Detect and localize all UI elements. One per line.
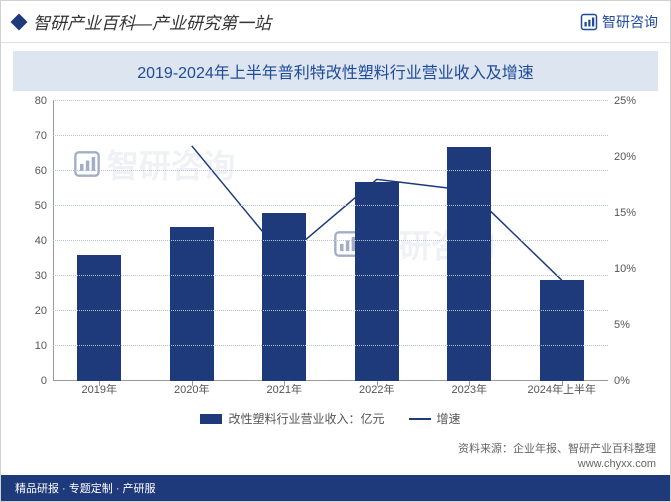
bar-slot [238, 101, 331, 381]
grid-line [53, 275, 608, 276]
chart-title: 2019-2024年上半年普利特改性塑料行业营业收入及增速 [137, 59, 534, 83]
y-left-tick: 50 [35, 200, 47, 212]
plot-area [53, 101, 608, 381]
x-tick: 2020年 [146, 381, 239, 401]
y-left-tick: 0 [41, 375, 47, 387]
brand-icon [580, 13, 598, 31]
y-axis-left: 01020304050607080 [13, 101, 51, 381]
y-left-tick: 30 [35, 270, 47, 282]
x-axis: 2019年2020年2021年2022年2023年2024年上半年 [53, 381, 608, 401]
grid-line [53, 205, 608, 206]
y-left-tick: 40 [35, 235, 47, 247]
source-line1: 资料来源：企业年报、智研产业百科整理 [458, 442, 656, 456]
bar-slot [146, 101, 239, 381]
diamond-icon [11, 13, 28, 30]
grid-line [53, 240, 608, 241]
brand-text: 智研咨询 [602, 12, 658, 32]
grid-line [53, 345, 608, 346]
footer-left: 精品研报 · 专题定制 · 产研服 [15, 480, 156, 496]
y-left-tick: 80 [35, 95, 47, 107]
bar [77, 255, 121, 381]
x-tick: 2019年 [53, 381, 146, 401]
bars-container [53, 101, 608, 381]
bar [355, 182, 399, 382]
legend-bar-label: 改性塑料行业营业收入：亿元 [228, 410, 384, 427]
y-left-tick: 10 [35, 340, 47, 352]
y-right-tick: 5% [614, 319, 630, 331]
legend: 改性塑料行业营业收入：亿元 增速 [53, 410, 608, 427]
bar [170, 227, 214, 381]
y-axis-right: 0%5%10%15%20%25% [610, 101, 658, 381]
chart-title-band: 2019-2024年上半年普利特改性塑料行业营业收入及增速 [13, 51, 658, 91]
y-left-tick: 70 [35, 130, 47, 142]
x-tick: 2024年上半年 [516, 381, 609, 401]
brand: 智研咨询 [580, 12, 658, 32]
grid-line [53, 170, 608, 171]
source-attribution: 资料来源：企业年报、智研产业百科整理 www.chyxx.com [458, 442, 656, 471]
bar-slot [53, 101, 146, 381]
y-right-tick: 20% [614, 151, 636, 163]
grid-line [53, 100, 608, 101]
y-right-tick: 10% [614, 263, 636, 275]
legend-line-swatch [409, 418, 431, 420]
bar [262, 213, 306, 381]
bar [540, 280, 584, 382]
y-right-tick: 15% [614, 207, 636, 219]
y-right-tick: 25% [614, 95, 636, 107]
footer: 精品研报 · 专题定制 · 产研服 [1, 475, 670, 501]
x-tick: 2022年 [331, 381, 424, 401]
legend-line-item: 增速 [409, 410, 461, 427]
y-left-tick: 20 [35, 305, 47, 317]
x-tick: 2023年 [423, 381, 516, 401]
bar-slot [423, 101, 516, 381]
legend-bar-swatch [200, 414, 222, 424]
bar-slot [331, 101, 424, 381]
header: 智研产业百科—产业研究第一站 智研咨询 [1, 1, 670, 43]
legend-bar-item: 改性塑料行业营业收入：亿元 [200, 410, 384, 427]
y-right-tick: 0% [614, 375, 630, 387]
grid-line [53, 310, 608, 311]
bar-slot [516, 101, 609, 381]
chart-area: 智研咨询 智研咨询 01020304050607080 0%5%10%15%20… [13, 91, 658, 431]
legend-line-label: 增速 [437, 410, 461, 427]
y-left-tick: 60 [35, 165, 47, 177]
x-tick: 2021年 [238, 381, 331, 401]
header-title: 智研产业百科—产业研究第一站 [33, 9, 271, 34]
source-line2: www.chyxx.com [458, 457, 656, 471]
grid-line [53, 135, 608, 136]
